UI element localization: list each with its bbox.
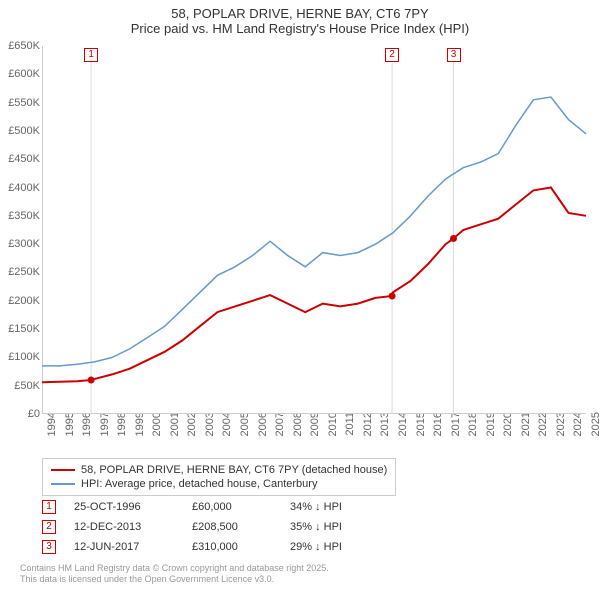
xtick-label: 2015 [415, 412, 427, 452]
ytick-label: £300K [0, 238, 40, 250]
legend: 58, POPLAR DRIVE, HERNE BAY, CT6 7PY (de… [42, 458, 396, 496]
xtick-label: 1996 [81, 412, 93, 452]
xtick-label: 1995 [64, 412, 76, 452]
ytick-label: £550K [0, 97, 40, 109]
footer-attribution: Contains HM Land Registry data © Crown c… [20, 563, 329, 586]
ytick-label: £250K [0, 266, 40, 278]
series-line-hpi [42, 97, 586, 366]
chart-container: 58, POPLAR DRIVE, HERNE BAY, CT6 7PY Pri… [0, 0, 600, 590]
ytick-label: £450K [0, 153, 40, 165]
title-address: 58, POPLAR DRIVE, HERNE BAY, CT6 7PY [0, 6, 600, 21]
legend-row: HPI: Average price, detached house, Cant… [51, 477, 387, 491]
xtick-label: 2022 [537, 412, 549, 452]
sale-price: £60,000 [192, 501, 272, 513]
event-marker-icon: 1 [84, 48, 98, 62]
xtick-label: 2017 [450, 412, 462, 452]
xtick-label: 1994 [46, 412, 58, 452]
sale-marker-icon: 3 [42, 540, 56, 554]
series-line-price_paid [42, 188, 586, 383]
legend-label: HPI: Average price, detached house, Cant… [81, 478, 317, 490]
footer-line: Contains HM Land Registry data © Crown c… [20, 563, 329, 575]
line-series [42, 46, 586, 414]
xtick-label: 2008 [292, 412, 304, 452]
xtick-label: 1998 [116, 412, 128, 452]
legend-row: 58, POPLAR DRIVE, HERNE BAY, CT6 7PY (de… [51, 463, 387, 477]
legend-label: 58, POPLAR DRIVE, HERNE BAY, CT6 7PY (de… [81, 464, 387, 476]
xtick-label: 2013 [379, 412, 391, 452]
sale-diff: 29% ↓ HPI [290, 541, 370, 553]
xtick-label: 2011 [344, 412, 356, 452]
title-block: 58, POPLAR DRIVE, HERNE BAY, CT6 7PY Pri… [0, 0, 600, 36]
xtick-label: 2007 [274, 412, 286, 452]
xtick-label: 2000 [151, 412, 163, 452]
footer-line: This data is licensed under the Open Gov… [20, 574, 329, 586]
sale-row: 1 25-OCT-1996 £60,000 34% ↓ HPI [42, 500, 370, 514]
sale-point-icon [88, 377, 95, 384]
plot-area: 1 2 3 [42, 46, 586, 414]
xtick-label: 2021 [520, 412, 532, 452]
title-subtitle: Price paid vs. HM Land Registry's House … [0, 21, 600, 36]
xtick-label: 2009 [309, 412, 321, 452]
ytick-label: £50K [0, 380, 40, 392]
ytick-label: £650K [0, 40, 40, 52]
sale-date: 12-DEC-2013 [74, 521, 174, 533]
sale-row: 2 12-DEC-2013 £208,500 35% ↓ HPI [42, 520, 370, 534]
xtick-label: 2019 [485, 412, 497, 452]
ytick-label: £400K [0, 182, 40, 194]
xtick-label: 2001 [169, 412, 181, 452]
xtick-label: 2014 [397, 412, 409, 452]
legend-swatch [51, 483, 75, 485]
sale-point-icon [389, 293, 396, 300]
sale-marker-icon: 1 [42, 500, 56, 514]
xtick-label: 2025 [590, 412, 600, 452]
xtick-label: 2016 [432, 412, 444, 452]
event-marker-icon: 3 [447, 48, 461, 62]
sale-price: £310,000 [192, 541, 272, 553]
sale-date: 25-OCT-1996 [74, 501, 174, 513]
sale-point-icon [450, 235, 457, 242]
xtick-label: 2010 [327, 412, 339, 452]
event-marker-icon: 2 [385, 48, 399, 62]
legend-swatch [51, 469, 75, 471]
ytick-label: £600K [0, 68, 40, 80]
xtick-label: 2020 [502, 412, 514, 452]
ytick-label: £350K [0, 210, 40, 222]
xtick-label: 2005 [239, 412, 251, 452]
ytick-label: £500K [0, 125, 40, 137]
xtick-label: 1999 [134, 412, 146, 452]
xtick-label: 2002 [186, 412, 198, 452]
sale-diff: 34% ↓ HPI [290, 501, 370, 513]
sale-marker-icon: 2 [42, 520, 56, 534]
ytick-label: £0 [0, 408, 40, 420]
xtick-label: 2004 [221, 412, 233, 452]
sale-row: 3 12-JUN-2017 £310,000 29% ↓ HPI [42, 540, 370, 554]
sale-diff: 35% ↓ HPI [290, 521, 370, 533]
xtick-label: 2018 [467, 412, 479, 452]
ytick-label: £200K [0, 295, 40, 307]
xtick-label: 2012 [362, 412, 374, 452]
sale-price: £208,500 [192, 521, 272, 533]
xtick-label: 2023 [555, 412, 567, 452]
ytick-label: £150K [0, 323, 40, 335]
xtick-label: 2003 [204, 412, 216, 452]
ytick-label: £100K [0, 351, 40, 363]
xtick-label: 2006 [257, 412, 269, 452]
xtick-label: 2024 [572, 412, 584, 452]
sale-date: 12-JUN-2017 [74, 541, 174, 553]
xtick-label: 1997 [99, 412, 111, 452]
